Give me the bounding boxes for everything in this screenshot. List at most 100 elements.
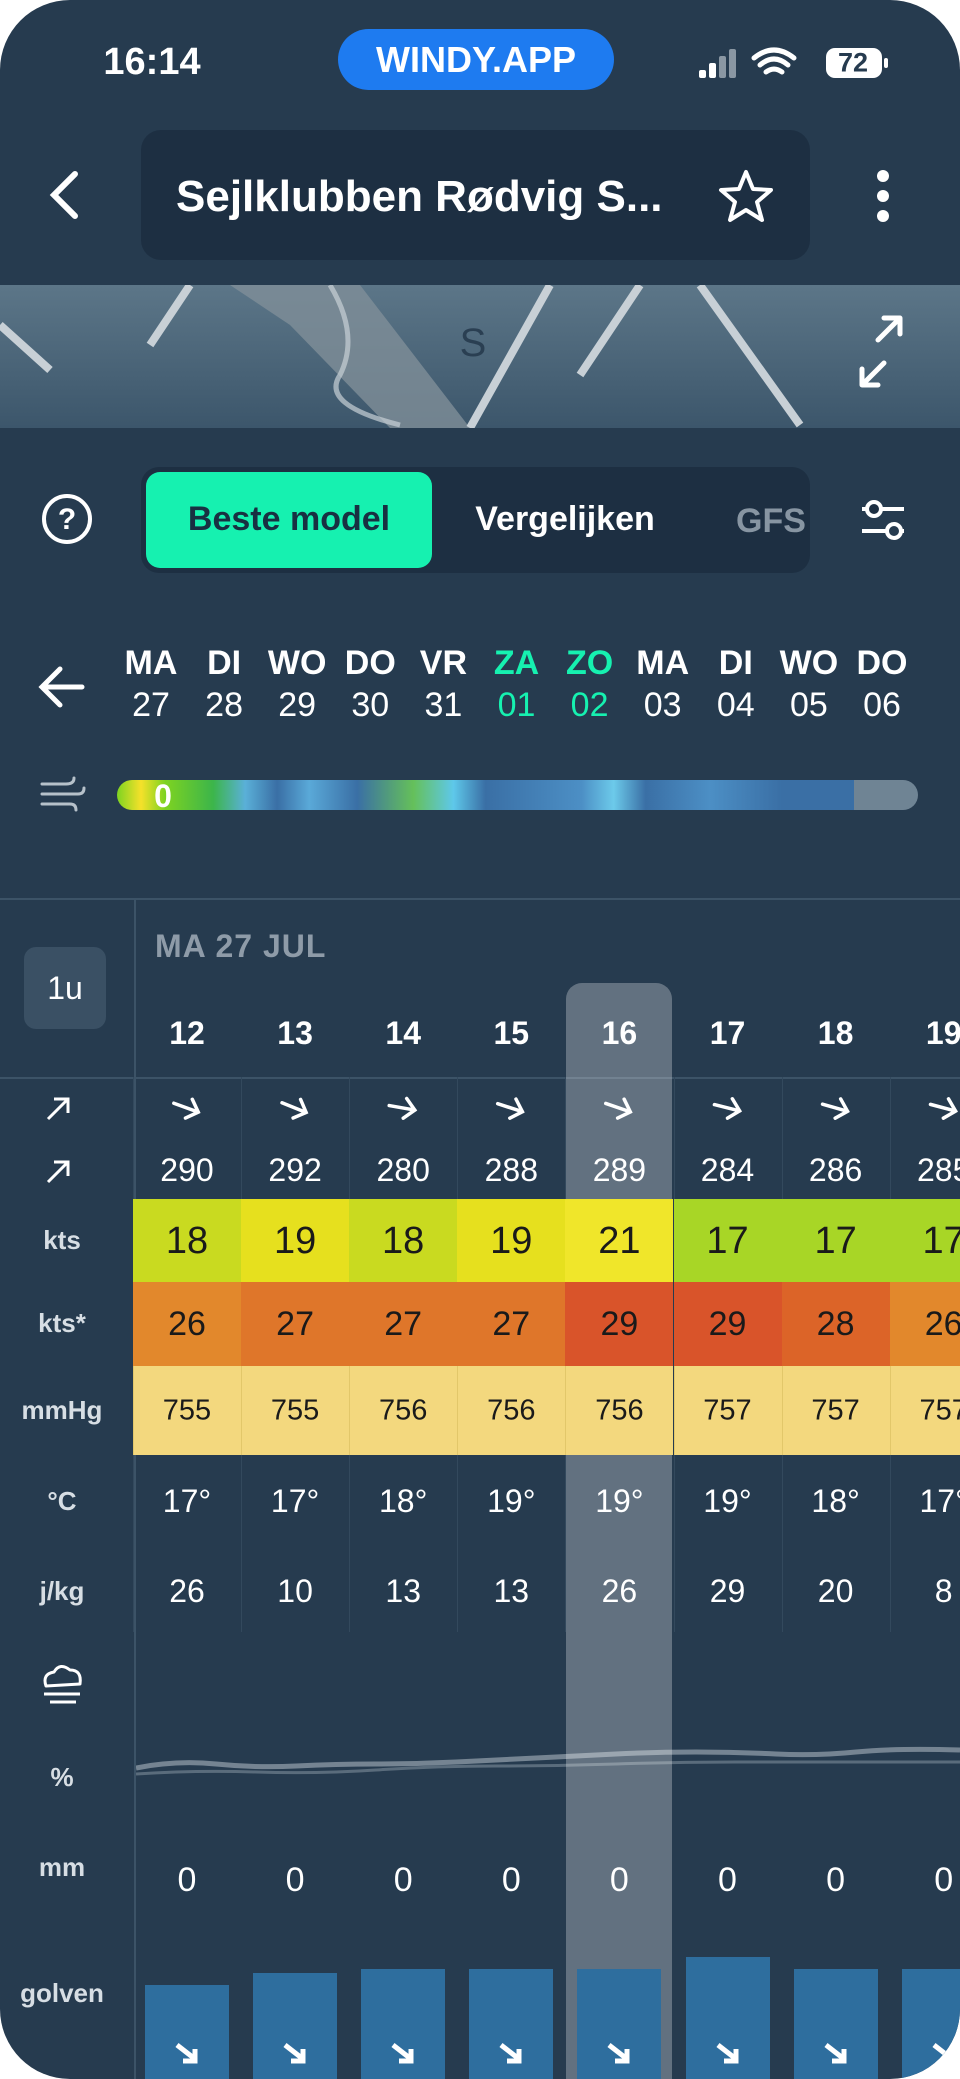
- precipitation: 0: [393, 1861, 413, 1899]
- cloud-layer: [136, 1746, 960, 1776]
- wave-bar: [793, 1969, 878, 2079]
- temperature: 19°: [595, 1483, 644, 1519]
- precipitation: 0: [609, 1861, 629, 1899]
- map-label: S: [459, 321, 487, 365]
- pressure-cell: [781, 1366, 890, 1455]
- tab-active-bg[interactable]: [146, 472, 432, 568]
- status-time: 16:14: [103, 41, 201, 83]
- tab[interactable]: GFS: [736, 502, 806, 540]
- wind-speed: 21: [598, 1220, 641, 1262]
- wave-bar: [253, 1973, 338, 2079]
- wave-bar: [577, 1969, 662, 2079]
- pressure: 755: [162, 1394, 212, 1427]
- gust-cell: [457, 1282, 566, 1366]
- hour: 12: [169, 1015, 205, 1051]
- interval-button[interactable]: [24, 947, 106, 1029]
- row-label: golven: [20, 1978, 104, 2008]
- menu-button[interactable]: [870, 168, 896, 224]
- precipitation: 0: [285, 1861, 305, 1899]
- wind-timeline[interactable]: [117, 780, 918, 810]
- title-box[interactable]: [141, 130, 810, 260]
- row-label: mm: [38, 1852, 86, 1882]
- wind-direction: 280: [376, 1152, 430, 1188]
- gust-speed: 26: [924, 1305, 960, 1343]
- row-label: °C: [47, 1486, 77, 1516]
- day-weekday: WO: [267, 644, 327, 682]
- pressure: 757: [811, 1394, 860, 1427]
- wind-direction: 292: [268, 1152, 322, 1188]
- wind-direction-arrow: [813, 1086, 858, 1131]
- temperature: 19°: [487, 1483, 536, 1519]
- day-weekday: ZO: [565, 644, 614, 682]
- hour: 17: [709, 1015, 746, 1051]
- wind-speed: 18: [165, 1220, 209, 1262]
- settings-button[interactable]: [858, 495, 908, 545]
- help-button[interactable]: ?: [40, 492, 94, 546]
- energy: 26: [169, 1573, 205, 1609]
- day-date: 31: [424, 686, 463, 724]
- wind-speed: 19: [490, 1220, 533, 1262]
- pressure-cell: [673, 1366, 782, 1455]
- precipitation: 0: [501, 1861, 521, 1899]
- wave-bar: [469, 1969, 554, 2079]
- day-date: 01: [497, 686, 536, 724]
- day-weekday: DI: [207, 644, 242, 682]
- energy: 13: [493, 1573, 530, 1609]
- wave-bar: [361, 1969, 446, 2079]
- wind-timeline-marker: 0: [154, 778, 172, 814]
- pressure: 756: [487, 1394, 536, 1427]
- wind-speed: 17: [706, 1220, 749, 1262]
- pressure: 756: [378, 1394, 428, 1427]
- gust-speed: 27: [384, 1305, 423, 1343]
- gust-cell: [133, 1282, 241, 1366]
- precipitation: 0: [177, 1861, 197, 1899]
- hour: 19: [925, 1015, 960, 1051]
- temperature: 17°: [162, 1483, 212, 1519]
- wind-direction-arrow: [922, 1086, 960, 1130]
- wind-direction-arrow: [597, 1085, 643, 1131]
- day-weekday: DO: [856, 644, 908, 682]
- days-back[interactable]: [38, 665, 88, 709]
- app-pill[interactable]: [338, 29, 614, 90]
- battery-level: 72: [837, 47, 869, 78]
- tab[interactable]: Vergelijken: [475, 500, 655, 538]
- energy: 29: [709, 1573, 746, 1609]
- gust-speed: 29: [600, 1305, 639, 1343]
- back-button[interactable]: [40, 168, 90, 222]
- gust-cell: [349, 1282, 458, 1366]
- map: [0, 285, 960, 428]
- gust-speed: 27: [492, 1305, 531, 1343]
- day-date: 27: [132, 686, 170, 724]
- wind-direction: 289: [592, 1152, 647, 1188]
- gust-cell: [565, 1282, 674, 1366]
- wind-speed: 17: [922, 1220, 960, 1262]
- day-date: 29: [278, 686, 317, 724]
- day-date: 28: [205, 686, 244, 724]
- day-weekday: ZA: [493, 644, 540, 682]
- interval: 1u: [47, 970, 83, 1006]
- wind-direction-arrow: [489, 1085, 534, 1130]
- wind-cell: [457, 1199, 566, 1282]
- wind-cell: [673, 1199, 782, 1282]
- pressure-cell: [133, 1366, 241, 1455]
- gust-speed: 28: [816, 1305, 855, 1343]
- day-date: 06: [863, 686, 901, 724]
- gust-cell: [889, 1282, 960, 1366]
- energy: 13: [385, 1573, 421, 1609]
- tab[interactable]: Beste model: [187, 500, 391, 538]
- row-label: %: [50, 1762, 74, 1792]
- gust-cell: [781, 1282, 890, 1366]
- energy: 8: [934, 1573, 953, 1609]
- temperature: 17°: [919, 1483, 960, 1519]
- favorite-star[interactable]: [716, 168, 776, 224]
- temperature: 17°: [270, 1483, 320, 1519]
- hour: 13: [277, 1015, 313, 1051]
- pressure-cell: [565, 1366, 674, 1455]
- pressure: 755: [270, 1394, 320, 1427]
- day-weekday: VR: [419, 644, 468, 682]
- row-label: kts: [43, 1225, 81, 1255]
- pressure: 757: [703, 1394, 752, 1427]
- temperature: 18°: [811, 1483, 860, 1519]
- temperature: 19°: [703, 1483, 752, 1519]
